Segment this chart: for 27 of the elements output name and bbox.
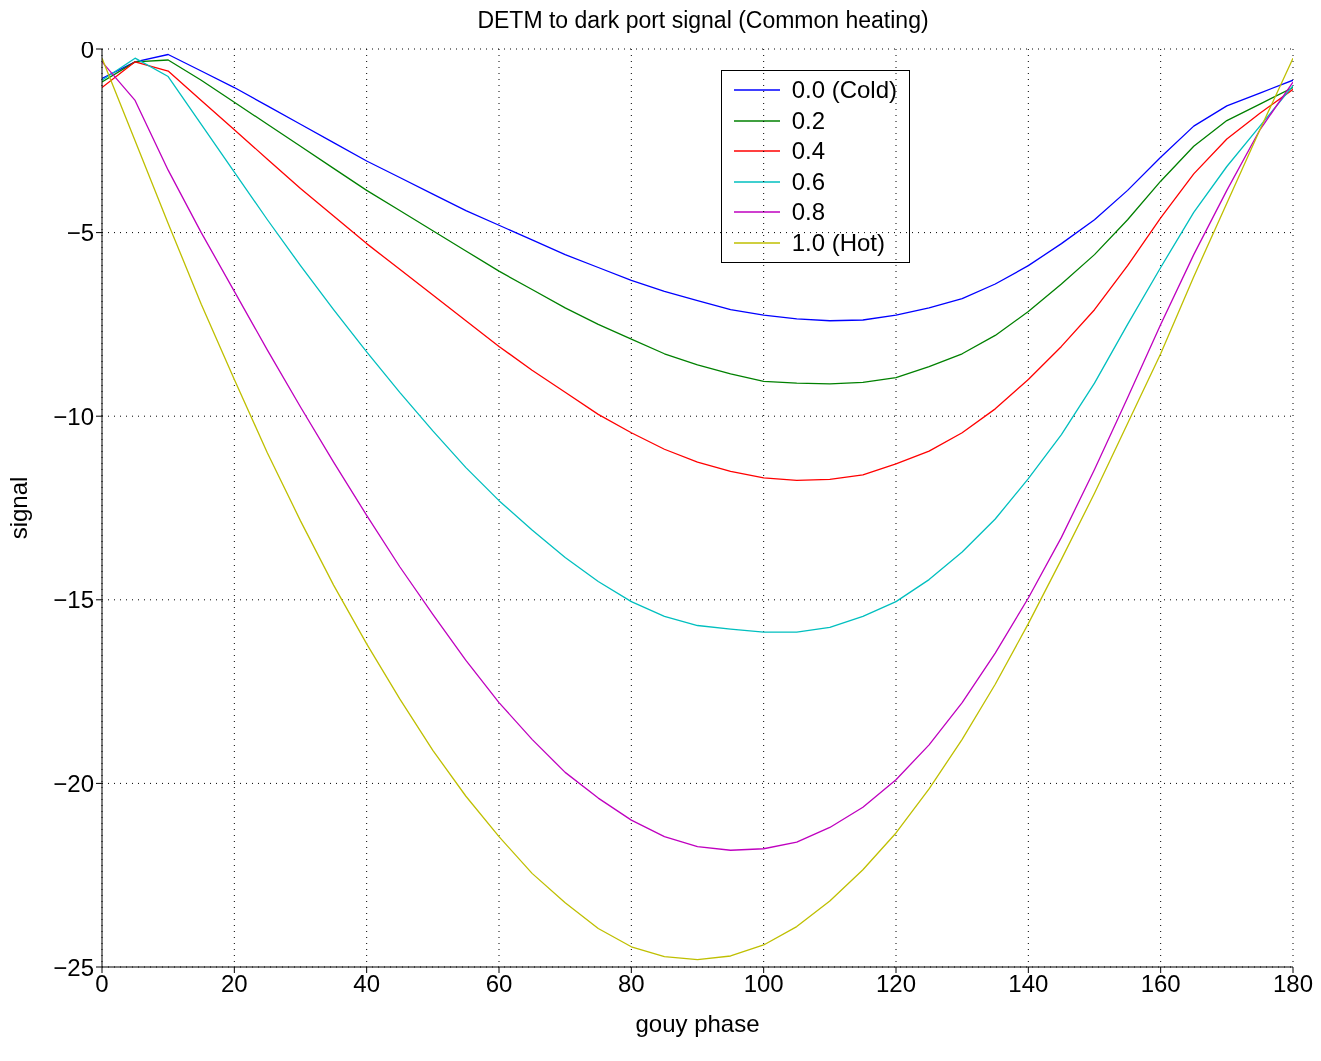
x-tick-label: 100 — [743, 970, 784, 998]
line-series — [102, 57, 1293, 633]
x-axis-title: gouy phase — [635, 1010, 760, 1037]
legend-label: 0.2 — [791, 106, 825, 135]
x-tick-label: 20 — [220, 970, 248, 998]
x-tick-label: 160 — [1140, 970, 1181, 998]
y-axis-title: signal — [4, 476, 32, 540]
y-tick-label: −15 — [53, 586, 94, 614]
x-tick-label: 120 — [875, 970, 917, 998]
x-tick-label: 180 — [1272, 970, 1314, 998]
x-tick-label: 60 — [485, 970, 513, 998]
y-tick-label: −5 — [66, 219, 94, 247]
line-series — [102, 53, 1293, 322]
y-tick-label: −10 — [53, 402, 94, 430]
y-tick-label: −20 — [53, 769, 94, 797]
x-tick-label: 40 — [353, 970, 381, 998]
legend-label: 1.0 (Hot) — [791, 228, 885, 257]
x-tick-label: 80 — [617, 970, 645, 998]
chart-title: DETM to dark port signal (Common heating) — [477, 7, 929, 33]
x-tick-label: 140 — [1008, 970, 1049, 998]
line-series — [102, 59, 1293, 385]
y-tick-label: −25 — [53, 953, 94, 981]
line-series — [102, 61, 1293, 482]
legend-label: 0.8 — [791, 198, 825, 227]
legend-label: 0.6 — [791, 167, 825, 196]
legend-label: 0.0 (Cold) — [791, 76, 897, 105]
legend-label: 0.4 — [791, 137, 825, 166]
